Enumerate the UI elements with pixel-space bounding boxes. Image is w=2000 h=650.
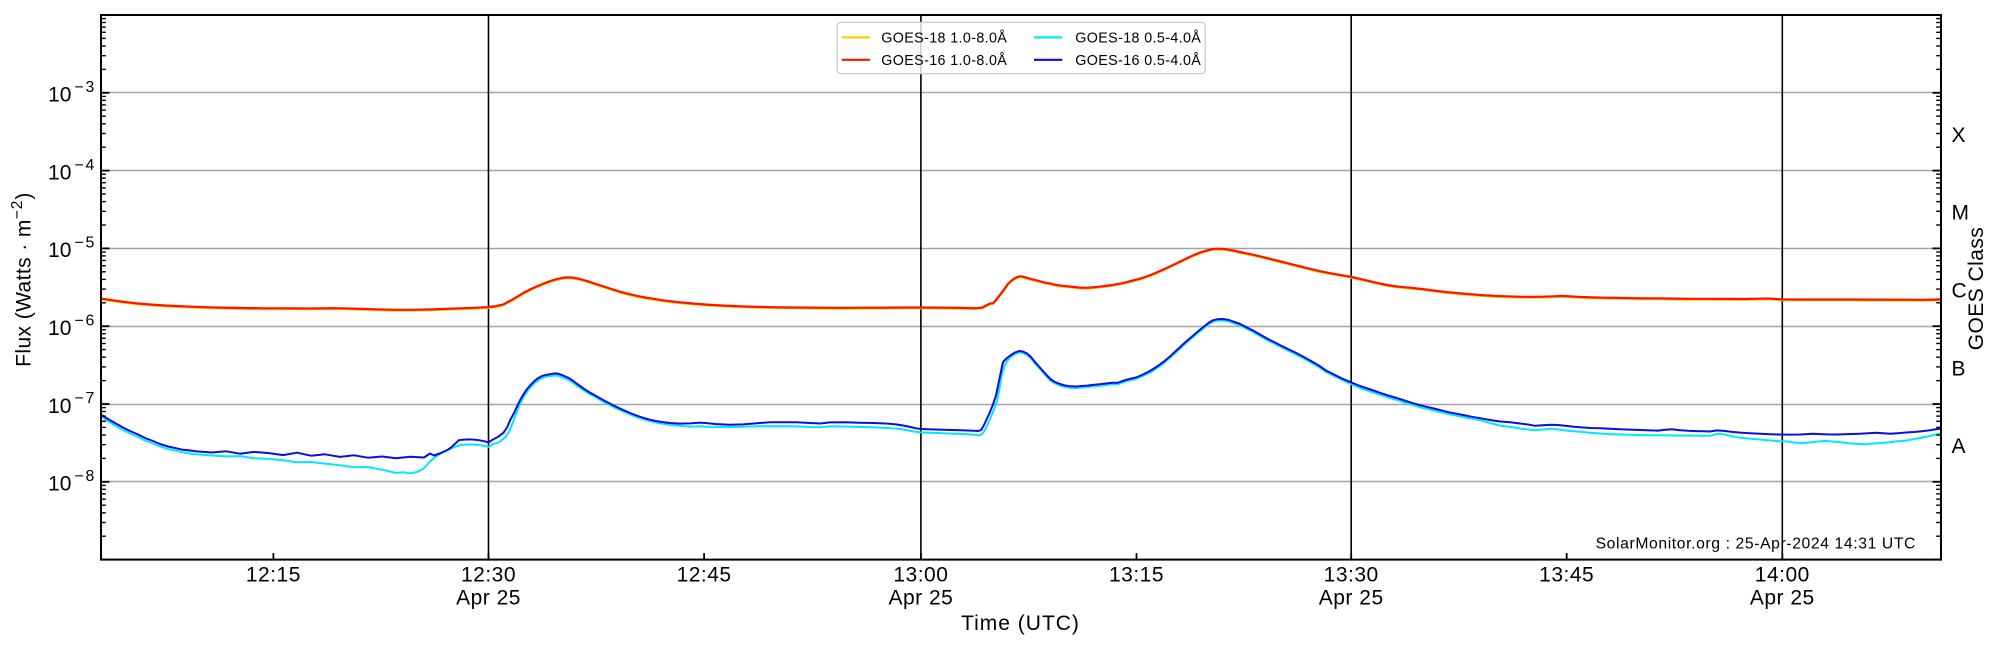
svg-text:Apr 25: Apr 25 xyxy=(1750,586,1815,609)
svg-text:GOES Class: GOES Class xyxy=(1965,227,1988,351)
svg-text:GOES-18 1.0-8.0Å: GOES-18 1.0-8.0Å xyxy=(881,30,1007,47)
svg-text:10: 10 xyxy=(48,317,71,340)
svg-text:A: A xyxy=(1952,435,1966,458)
svg-text:Flux (Watts · m−2): Flux (Watts · m−2) xyxy=(9,192,36,367)
svg-text:13:15: 13:15 xyxy=(1109,564,1164,587)
svg-text:B: B xyxy=(1952,357,1966,380)
svg-text:Apr 25: Apr 25 xyxy=(1319,586,1384,609)
svg-text:GOES-16 0.5-4.0Å: GOES-16 0.5-4.0Å xyxy=(1075,52,1201,69)
svg-text:Time (UTC): Time (UTC) xyxy=(961,612,1080,635)
svg-text:10: 10 xyxy=(48,395,71,418)
svg-text:−3: −3 xyxy=(75,79,97,96)
svg-text:−5: −5 xyxy=(75,235,97,252)
svg-text:−7: −7 xyxy=(75,390,97,407)
svg-text:13:00: 13:00 xyxy=(893,564,948,587)
svg-text:10: 10 xyxy=(48,161,71,184)
svg-text:Apr 25: Apr 25 xyxy=(456,586,521,609)
svg-text:M: M xyxy=(1952,202,1970,225)
svg-text:12:30: 12:30 xyxy=(461,564,516,587)
svg-text:12:15: 12:15 xyxy=(246,564,301,587)
svg-text:C: C xyxy=(1952,280,1967,303)
svg-text:GOES-18 0.5-4.0Å: GOES-18 0.5-4.0Å xyxy=(1075,30,1201,47)
svg-text:14:00: 14:00 xyxy=(1755,564,1810,587)
svg-text:−6: −6 xyxy=(75,312,97,329)
svg-text:−4: −4 xyxy=(75,157,97,174)
svg-text:10: 10 xyxy=(48,84,71,107)
svg-text:Apr 25: Apr 25 xyxy=(888,586,953,609)
svg-text:13:30: 13:30 xyxy=(1324,564,1379,587)
svg-text:12:45: 12:45 xyxy=(677,564,732,587)
svg-text:SolarMonitor.org : 25-Apr-2024: SolarMonitor.org : 25-Apr-2024 14:31 UTC xyxy=(1596,536,1916,553)
svg-text:−8: −8 xyxy=(75,468,97,485)
svg-text:X: X xyxy=(1952,124,1966,147)
svg-text:13:45: 13:45 xyxy=(1539,564,1594,587)
svg-text:GOES-16 1.0-8.0Å: GOES-16 1.0-8.0Å xyxy=(881,52,1007,69)
svg-text:10: 10 xyxy=(48,473,71,496)
svg-text:10: 10 xyxy=(48,239,71,262)
